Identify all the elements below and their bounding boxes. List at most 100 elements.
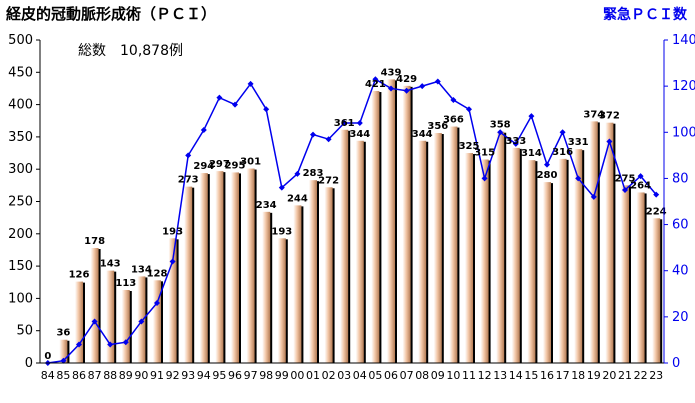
line-point	[528, 113, 535, 120]
bar-data-label: 134	[131, 264, 152, 275]
bar	[293, 205, 302, 363]
x-tick-label: 14	[509, 369, 523, 382]
x-tick-label: 91	[150, 369, 164, 382]
line-point	[512, 140, 519, 147]
bar	[574, 149, 583, 363]
bar-data-label: 178	[84, 236, 105, 247]
bar-data-label: 275	[615, 173, 636, 184]
bar	[168, 238, 177, 363]
left-tick-label: 500	[8, 33, 33, 48]
x-tick-label: 88	[103, 369, 117, 382]
bar-data-label: 234	[256, 200, 277, 211]
bar	[511, 147, 520, 363]
line-point	[419, 83, 426, 90]
bar	[59, 339, 68, 363]
line-point	[325, 136, 332, 143]
left-tick-label: 300	[8, 162, 33, 177]
bar	[324, 187, 333, 363]
line-point	[466, 106, 472, 113]
x-tick-label: 01	[306, 369, 320, 382]
right-axis-ticks: 0 20 40 60 80 100 120 140	[664, 33, 695, 371]
x-tick-label: 09	[431, 369, 445, 382]
line-point	[622, 186, 628, 193]
bar	[402, 85, 411, 363]
bar	[480, 159, 489, 363]
line-point	[653, 191, 660, 198]
bar-data-label: 272	[318, 175, 339, 186]
line-point	[278, 184, 285, 191]
left-tick-label: 350	[8, 130, 33, 145]
line-point	[372, 76, 379, 83]
right-tick-label: 100	[672, 125, 695, 140]
line-point	[388, 85, 394, 92]
line-point	[91, 318, 98, 325]
x-tick-label: 19	[587, 369, 601, 382]
secondary-axis-title: 緊急ＰＣＩ数	[603, 6, 688, 23]
left-tick-label: 100	[8, 291, 33, 306]
line-point	[154, 300, 160, 307]
bar-data-label: 193	[271, 226, 292, 237]
line-point	[169, 258, 176, 265]
x-tick-label: 15	[524, 369, 538, 382]
bar	[465, 153, 473, 363]
bar-data-label: 294	[193, 161, 214, 172]
bar	[215, 171, 224, 363]
x-tick-label: 04	[353, 369, 367, 382]
line-point	[200, 126, 207, 133]
bar-data-label: 421	[365, 79, 386, 90]
x-tick-label: 93	[181, 369, 195, 382]
bar-data-label: 193	[162, 226, 183, 237]
line-point	[185, 152, 192, 159]
line-point	[559, 129, 566, 136]
line-point	[481, 175, 488, 182]
bar-data-label: 372	[599, 111, 620, 122]
total-annotation: 総数 10,878例	[78, 43, 183, 59]
bar-data-label: 361	[334, 118, 355, 129]
bar-data-label: 36	[56, 328, 70, 339]
bar-data-label: 439	[381, 67, 402, 78]
line-point	[310, 131, 316, 138]
x-tick-label: 90	[134, 369, 148, 382]
bar-data-label: 358	[490, 120, 511, 131]
bar-data-label: 280	[537, 170, 558, 181]
x-tick-label: 21	[618, 369, 632, 382]
bar-data-label: 301	[240, 157, 261, 168]
line-point	[138, 318, 145, 325]
bar	[277, 238, 286, 363]
x-tick-label: 08	[415, 369, 429, 382]
right-tick-label: 20	[672, 310, 689, 325]
bar	[621, 185, 629, 363]
bar-data-label: 344	[412, 129, 433, 140]
x-tick-label: 07	[400, 369, 414, 382]
line-point	[294, 170, 301, 177]
x-tick-label: 95	[212, 369, 226, 382]
bar-data-label: 143	[100, 259, 121, 270]
line-point	[356, 120, 363, 127]
bar	[387, 79, 395, 363]
x-tick-label: 87	[88, 369, 102, 382]
line-path	[47, 78, 657, 364]
bar-data-label: 264	[630, 180, 651, 191]
bar	[355, 140, 364, 363]
x-tick-label: 05	[368, 369, 382, 382]
line-point	[590, 193, 597, 200]
bar-data-label: 295	[225, 160, 246, 171]
x-tick-label: 00	[290, 369, 304, 382]
bar	[558, 158, 567, 363]
bar	[106, 270, 115, 363]
bar-data-label: 315	[474, 148, 495, 159]
x-tick-label: 84	[41, 369, 55, 382]
line-point	[497, 129, 504, 136]
line-point	[434, 78, 441, 85]
x-tick-label: 98	[259, 369, 273, 382]
bar	[496, 131, 505, 363]
left-tick-label: 200	[8, 227, 33, 242]
bar-data-label: 273	[178, 175, 199, 186]
x-tick-label: 20	[602, 369, 616, 382]
bar	[199, 173, 208, 363]
x-tick-label: 16	[540, 369, 554, 382]
line-series	[44, 76, 660, 366]
bar	[543, 182, 551, 363]
